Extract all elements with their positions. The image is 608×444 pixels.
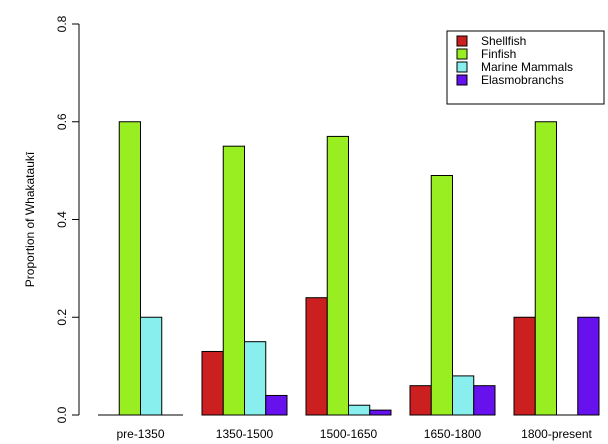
y-tick-label: 0.0	[55, 406, 69, 423]
bar-shellfish	[513, 316, 536, 416]
y-axis-label: Proportion of Whakataukī	[23, 151, 37, 287]
y-tick-label: 0.2	[55, 309, 69, 326]
bar-finfish	[222, 145, 245, 416]
x-tick-label: 1650-1800	[424, 427, 482, 441]
bar-elasmobranchs	[577, 316, 600, 416]
legend-label: Elasmobranchs	[481, 73, 564, 87]
legend-swatch	[456, 61, 468, 73]
y-tick-label: 0.4	[55, 211, 69, 228]
bar-elasmobranchs	[369, 409, 392, 416]
x-tick-label: 1500-1650	[320, 427, 378, 441]
bar-finfish	[118, 121, 141, 416]
bar-finfish	[430, 175, 453, 416]
bar-marine-mammals	[140, 316, 163, 416]
bar-finfish	[326, 135, 349, 416]
bar-marine-mammals	[452, 375, 475, 416]
y-tick-label: 0.8	[55, 15, 69, 32]
bar-shellfish	[201, 350, 224, 416]
bar-finfish	[534, 121, 557, 416]
y-axis: 0.0 0.2 0.4 0.6 0.8	[55, 15, 80, 423]
bar-marine-mammals	[348, 404, 371, 416]
legend-label: Finfish	[481, 47, 516, 61]
x-tick-label: 1800-present	[521, 427, 592, 441]
x-tick-labels: pre-1350 1350-1500 1500-1650 1650-1800 1800-…	[116, 427, 592, 441]
legend-swatch	[456, 74, 468, 86]
bar-elasmobranchs	[265, 394, 288, 416]
x-tick-label: pre-1350	[116, 427, 164, 441]
bar-shellfish	[305, 297, 328, 416]
bar-shellfish	[409, 385, 432, 416]
y-tick-label: 0.6	[55, 113, 69, 130]
legend-label: Marine Mammals	[481, 60, 573, 74]
legend-label: Shellfish	[481, 34, 526, 48]
legend-swatch	[456, 48, 468, 60]
bars-group	[118, 121, 600, 416]
legend-box	[446, 30, 605, 105]
bar-marine-mammals	[244, 341, 267, 416]
x-tick-label: 1350-1500	[216, 427, 274, 441]
bar-elasmobranchs	[473, 385, 496, 416]
legend-swatch	[456, 35, 468, 47]
